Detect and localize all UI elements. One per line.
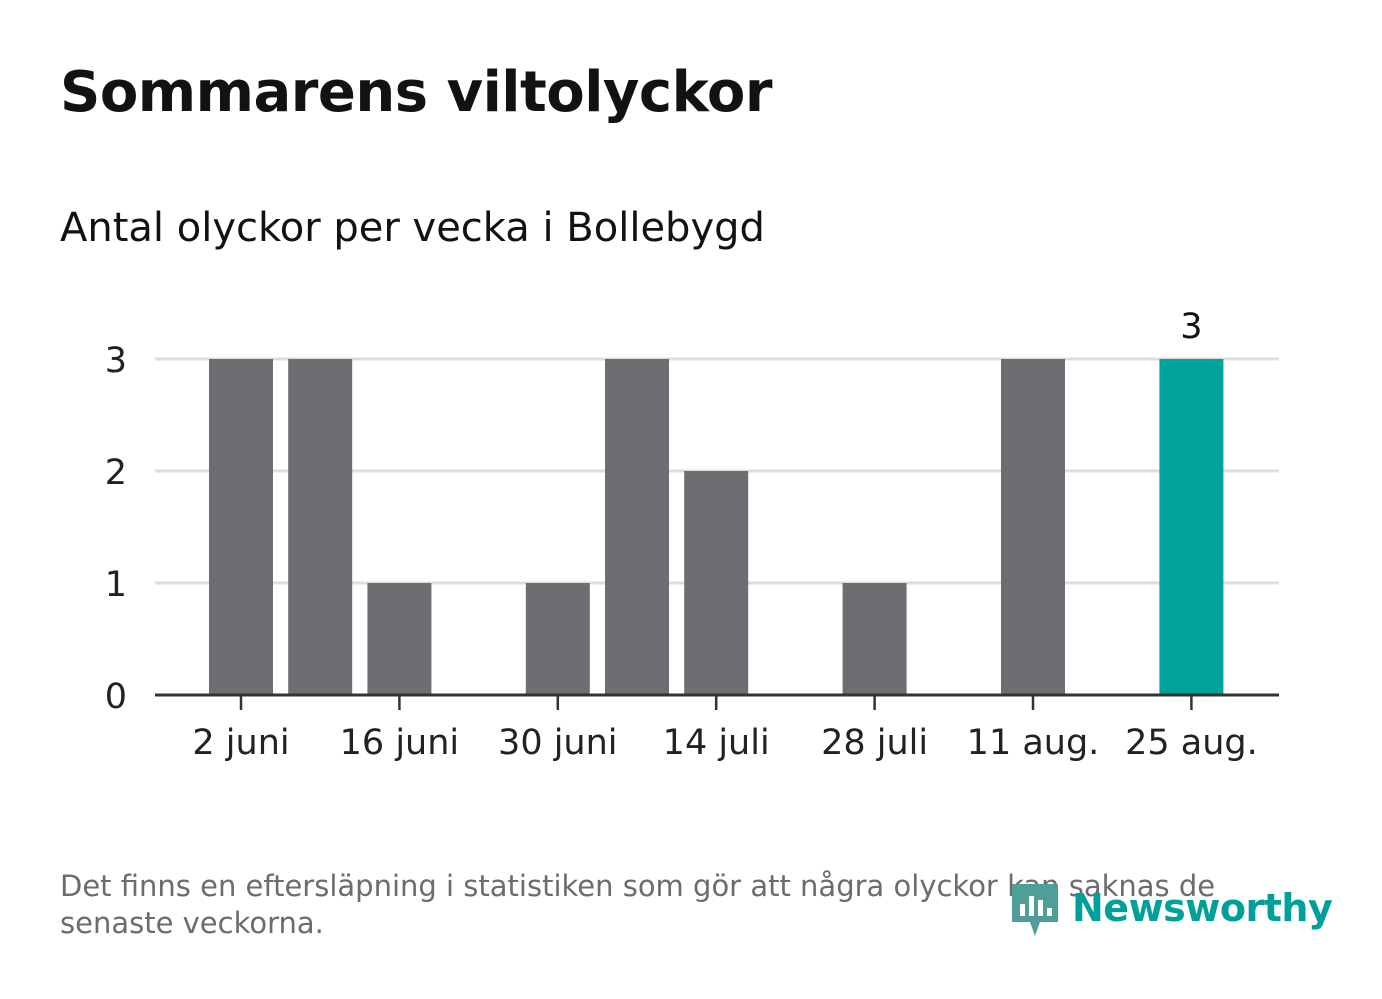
x-tick-label: 11 aug. bbox=[967, 723, 1100, 763]
x-tick-label: 2 juni bbox=[192, 723, 289, 763]
bars bbox=[209, 359, 1224, 695]
labels: 0 1 2 3 2 juni 16 juni 30 juni 14 juli 28 juli 11… bbox=[105, 307, 1258, 763]
y-tick-label: 0 bbox=[105, 677, 127, 717]
bar bbox=[605, 359, 669, 695]
bar bbox=[288, 359, 353, 695]
newsworthy-logo: Newsworthy bbox=[1010, 878, 1333, 938]
x-tick-label: 16 juni bbox=[340, 723, 459, 763]
axes bbox=[155, 693, 1279, 710]
bar bbox=[684, 471, 749, 695]
bar bbox=[842, 583, 907, 695]
newsworthy-logo-icon bbox=[1012, 884, 1058, 936]
bar-highlight bbox=[1159, 359, 1224, 695]
bar bbox=[525, 583, 590, 695]
newsworthy-logo-text: Newsworthy bbox=[1072, 886, 1333, 930]
x-tick-label: 25 aug. bbox=[1125, 723, 1258, 763]
x-tick-label: 28 juli bbox=[821, 723, 928, 763]
bar bbox=[209, 359, 273, 695]
bar bbox=[1001, 359, 1065, 695]
chart-title: Sommarens viltolyckor bbox=[60, 60, 772, 125]
y-tick-label: 1 bbox=[105, 565, 127, 605]
x-tick-label: 14 juli bbox=[663, 723, 770, 763]
y-tick-label: 2 bbox=[105, 453, 127, 493]
x-tick-label: 30 juni bbox=[498, 723, 617, 763]
chart-subtitle: Antal olyckor per vecka i Bollebygd bbox=[60, 205, 765, 251]
data-label: 3 bbox=[1180, 307, 1202, 347]
bar bbox=[367, 583, 432, 695]
y-tick-label: 3 bbox=[105, 341, 127, 381]
